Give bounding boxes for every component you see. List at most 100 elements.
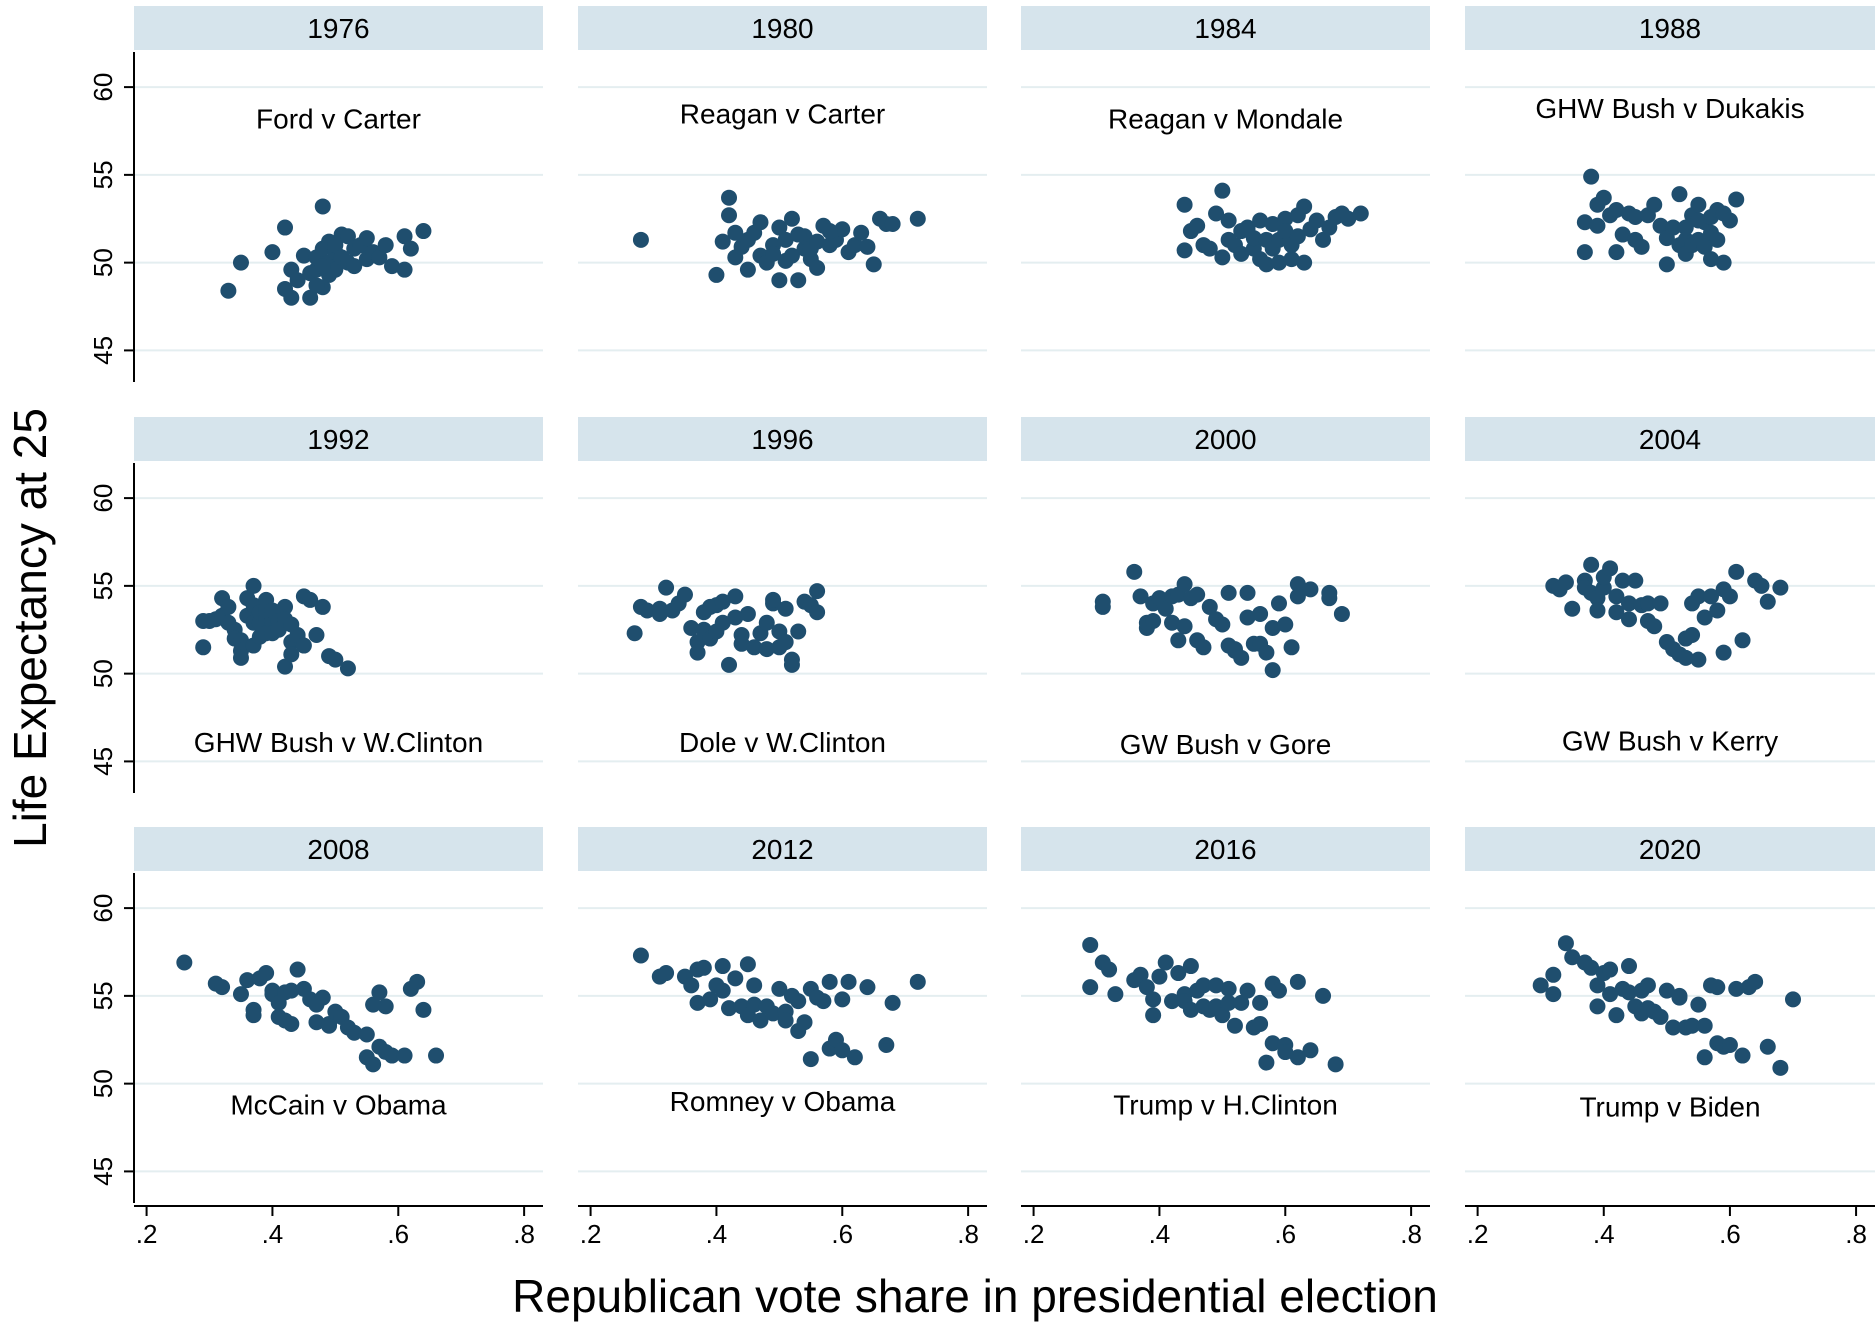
data-point: [1233, 994, 1250, 1011]
panel-1996: 1996 Dole v W.Clinton: [578, 417, 987, 763]
data-point: [339, 228, 356, 245]
data-point: [1214, 182, 1231, 199]
data-point: [859, 238, 876, 255]
data-point: [277, 658, 294, 675]
data-point: [1239, 609, 1256, 626]
data-point: [878, 1037, 895, 1054]
y-tick-label: 45: [88, 747, 118, 776]
data-point: [1671, 989, 1688, 1006]
data-point: [790, 993, 807, 1010]
x-tick-label: .8: [1400, 1219, 1422, 1249]
data-point: [683, 977, 700, 994]
data-point: [739, 956, 756, 973]
data-point: [1208, 977, 1225, 994]
panel-year-label: 1996: [751, 424, 813, 455]
panel-2020: 2020 .2 .4 .6 .8 Trump v Biden: [1465, 827, 1875, 1249]
data-point: [689, 644, 706, 661]
panel-title: Ford v Carter: [256, 104, 421, 135]
data-point: [1270, 254, 1287, 271]
data-point: [790, 623, 807, 640]
data-point: [777, 231, 794, 248]
panel-header: [1465, 417, 1875, 461]
panel-year-label: 2008: [307, 834, 369, 865]
data-point: [371, 984, 388, 1001]
panel-1988: 1988 GHW Bush v Dukakis: [1465, 6, 1875, 352]
data-point: [853, 224, 870, 241]
data-point: [1296, 198, 1313, 215]
data-point: [232, 649, 249, 666]
data-point: [1690, 996, 1707, 1013]
data-point: [346, 1024, 363, 1041]
y-tick-label: 50: [88, 248, 118, 277]
data-point: [1589, 602, 1606, 619]
data-point: [1277, 1044, 1294, 1061]
data-point: [683, 620, 700, 636]
data-point: [1545, 986, 1562, 1003]
data-point: [721, 1000, 738, 1017]
data-point: [1677, 649, 1694, 666]
data-point: [1608, 244, 1625, 261]
data-point: [1602, 961, 1619, 978]
data-point: [283, 982, 300, 999]
data-point: [283, 1015, 300, 1032]
x-tick-label: .6: [1719, 1219, 1741, 1249]
data-point: [1709, 979, 1726, 996]
data-point: [1715, 644, 1732, 661]
data-point: [689, 994, 706, 1011]
data-point: [1602, 560, 1619, 577]
data-point: [1696, 1017, 1713, 1034]
data-point: [264, 244, 281, 261]
data-point: [1258, 1054, 1275, 1071]
data-point: [1289, 588, 1306, 605]
y-tick-label: 45: [88, 1157, 118, 1186]
panel-header: [134, 827, 543, 871]
data-point: [1302, 581, 1319, 598]
data-point: [1101, 961, 1118, 978]
data-point: [1583, 556, 1600, 573]
data-point: [1107, 986, 1124, 1003]
data-point: [377, 237, 394, 254]
data-point: [1576, 244, 1593, 261]
data-point: [727, 609, 744, 626]
panel-header: [1465, 827, 1875, 871]
data-point: [1627, 209, 1644, 225]
data-point: [1614, 572, 1631, 589]
data-point: [302, 289, 319, 306]
data-point: [1621, 611, 1637, 628]
data-point: [739, 605, 756, 622]
data-point: [314, 198, 331, 215]
data-point: [632, 947, 649, 964]
panel-title: GHW Bush v Dukakis: [1535, 93, 1804, 124]
data-point: [1157, 600, 1174, 617]
x-tick-label: .6: [831, 1219, 853, 1249]
data-point: [1132, 966, 1149, 983]
x-tick-label: .2: [1467, 1219, 1489, 1249]
panel-header: [1465, 6, 1875, 50]
data-point: [308, 627, 325, 644]
data-point: [1690, 651, 1707, 668]
data-point: [302, 591, 319, 608]
data-point: [383, 1047, 400, 1064]
data-point: [1283, 639, 1300, 656]
data-point: [1785, 991, 1801, 1008]
data-point: [1627, 572, 1644, 589]
data-point: [1252, 1015, 1269, 1032]
data-point: [358, 1026, 375, 1043]
data-point: [651, 605, 668, 622]
data-point: [1759, 1038, 1776, 1055]
panel-year-label: 1992: [307, 424, 369, 455]
data-point: [1252, 212, 1269, 229]
data-point: [1094, 598, 1111, 615]
data-point: [1289, 576, 1306, 593]
data-point: [909, 210, 926, 227]
data-point: [1671, 186, 1688, 203]
data-point: [777, 634, 794, 651]
panel-title: Dole v W.Clinton: [679, 727, 886, 758]
data-point: [277, 598, 294, 615]
y-tick-label: 50: [88, 1069, 118, 1098]
panel-year-label: 1984: [1194, 13, 1256, 44]
data-point: [1302, 1042, 1319, 1059]
data-point: [714, 233, 731, 250]
data-point: [314, 258, 331, 275]
data-point: [1614, 226, 1631, 243]
